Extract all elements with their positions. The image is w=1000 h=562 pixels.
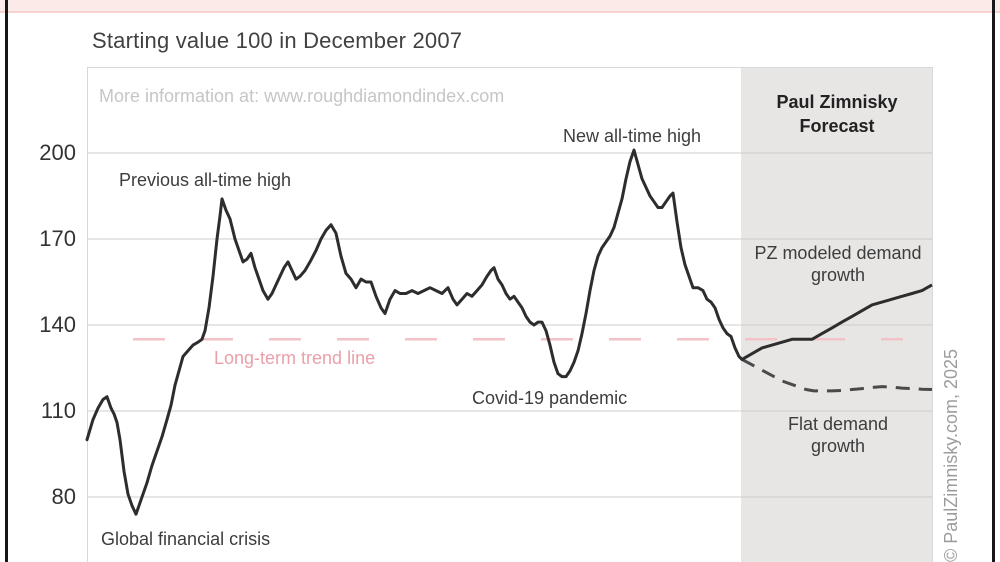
annotation-covid-pandemic: Covid-19 pandemic [472,388,628,408]
y-tick-label: 200 [39,140,76,165]
frame-border-left [5,0,8,562]
annotation-pz-modeled-demand: PZ modeled demand growth [754,243,922,285]
chart-title: Starting value 100 in December 2007 [92,28,463,53]
copyright-text: © PaulZimnisky.com, 2025 [941,348,961,562]
watermark-text: More information at: www.roughdiamondind… [99,86,505,106]
rough-diamond-index-line [85,148,744,516]
forecast-band-label: Paul Zimnisky Forecast [776,92,898,136]
forecast-band [741,67,933,562]
flat-demand-forecast-line [741,358,933,393]
annotation-previous-all-time-high: Previous all-time high [119,170,292,190]
top-accent-bar [0,0,1000,13]
y-tick-label: 140 [39,312,76,337]
annotation-long-term-trend: Long-term trend line [214,348,376,368]
y-tick-label: 80 [51,484,76,509]
plot-border [87,67,933,562]
pz-modeled-forecast-line [741,283,933,361]
y-tick-label: 110 [40,398,76,423]
gridlines [88,152,933,498]
annotation-global-financial-crisis: Global financial crisis [101,529,271,549]
frame-border-right [992,0,995,562]
y-tick-label: 170 [39,226,76,251]
annotation-flat-demand: Flat demand growth [787,414,889,456]
annotation-new-all-time-high: New all-time high [562,126,702,146]
